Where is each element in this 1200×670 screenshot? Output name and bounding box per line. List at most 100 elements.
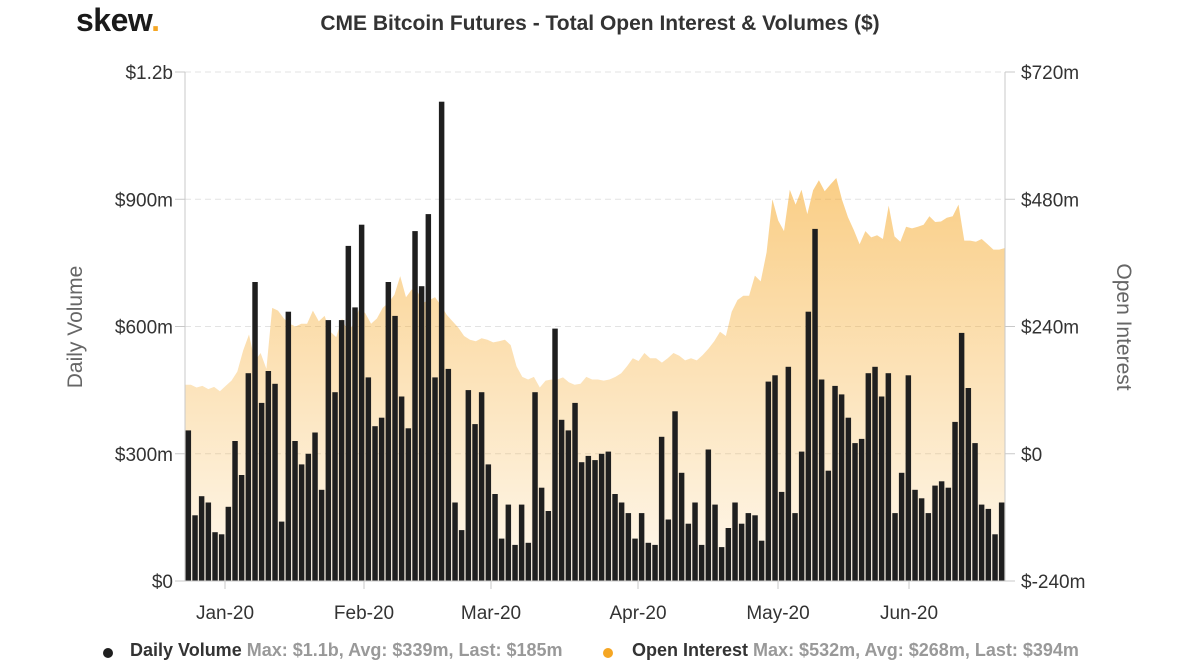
volume-bar[interactable]	[972, 443, 978, 581]
volume-bar[interactable]	[965, 388, 972, 581]
volume-bar[interactable]	[392, 315, 398, 581]
volume-bar[interactable]	[472, 424, 478, 581]
volume-bar[interactable]	[258, 402, 265, 581]
volume-bar[interactable]	[752, 515, 758, 581]
volume-bar[interactable]	[912, 489, 918, 581]
volume-bar[interactable]	[858, 438, 865, 581]
volume-bar[interactable]	[625, 513, 632, 581]
volume-bar[interactable]	[898, 472, 905, 581]
volume-bar[interactable]	[732, 502, 738, 582]
volume-bar[interactable]	[525, 542, 532, 581]
volume-bar[interactable]	[372, 426, 378, 581]
volume-bar[interactable]	[925, 513, 932, 581]
volume-bar[interactable]	[978, 504, 985, 581]
volume-bar[interactable]	[685, 523, 692, 581]
volume-bar[interactable]	[905, 375, 912, 581]
volume-bar[interactable]	[812, 228, 818, 581]
volume-bar[interactable]	[545, 511, 552, 581]
volume-bar[interactable]	[645, 542, 652, 581]
volume-bar[interactable]	[285, 311, 292, 581]
volume-bar[interactable]	[218, 534, 225, 581]
volume-bar[interactable]	[385, 282, 392, 581]
volume-bar[interactable]	[485, 464, 492, 581]
volume-bar[interactable]	[425, 214, 432, 581]
volume-bar[interactable]	[245, 373, 252, 581]
volume-bar[interactable]	[665, 519, 672, 582]
volume-bar[interactable]	[318, 489, 325, 581]
volume-bar[interactable]	[592, 460, 598, 581]
volume-bar[interactable]	[678, 472, 685, 581]
volume-bar[interactable]	[498, 538, 505, 581]
volume-bar[interactable]	[378, 417, 385, 581]
volume-bar[interactable]	[738, 523, 745, 581]
volume-bar[interactable]	[638, 513, 645, 581]
volume-bar[interactable]	[192, 515, 198, 581]
volume-bar[interactable]	[458, 530, 465, 581]
volume-bar[interactable]	[985, 508, 992, 581]
volume-bar[interactable]	[352, 307, 358, 581]
volume-bar[interactable]	[938, 481, 945, 581]
volume-bar[interactable]	[438, 101, 445, 581]
volume-bar[interactable]	[292, 441, 298, 581]
volume-bar[interactable]	[652, 544, 658, 581]
volume-bar[interactable]	[492, 494, 498, 581]
volume-bar[interactable]	[478, 392, 485, 581]
volume-bar[interactable]	[558, 419, 565, 581]
volume-bar[interactable]	[998, 502, 1005, 582]
volume-bar[interactable]	[712, 504, 718, 581]
volume-bar[interactable]	[832, 385, 838, 581]
volume-bar[interactable]	[198, 496, 205, 581]
volume-bar[interactable]	[865, 373, 872, 581]
volume-bar[interactable]	[312, 432, 318, 582]
volume-bar[interactable]	[272, 383, 278, 581]
volume-bar[interactable]	[758, 540, 765, 581]
volume-bar[interactable]	[885, 373, 892, 581]
volume-bar[interactable]	[418, 286, 425, 581]
volume-bar[interactable]	[745, 513, 752, 581]
volume-bar[interactable]	[825, 470, 832, 581]
volume-bar[interactable]	[805, 311, 812, 581]
volume-bar[interactable]	[658, 436, 665, 581]
volume-bar[interactable]	[718, 547, 725, 581]
volume-bar[interactable]	[958, 332, 965, 581]
volume-bar[interactable]	[305, 453, 312, 582]
volume-bar[interactable]	[618, 502, 625, 582]
volume-bar[interactable]	[892, 513, 898, 581]
volume-bar[interactable]	[692, 502, 698, 582]
volume-bar[interactable]	[232, 441, 238, 581]
volume-bar[interactable]	[585, 455, 592, 581]
volume-bar[interactable]	[818, 379, 825, 582]
volume-bar[interactable]	[538, 487, 545, 581]
volume-bar[interactable]	[465, 390, 472, 581]
volume-bar[interactable]	[298, 464, 305, 581]
volume-bar[interactable]	[565, 430, 572, 581]
volume-bar[interactable]	[878, 396, 885, 582]
volume-bar[interactable]	[238, 475, 245, 581]
volume-bar[interactable]	[798, 451, 805, 581]
volume-bar[interactable]	[992, 534, 998, 581]
volume-bar[interactable]	[792, 513, 798, 581]
volume-bar[interactable]	[918, 498, 925, 581]
volume-bar[interactable]	[185, 430, 192, 581]
volume-bar[interactable]	[598, 453, 605, 582]
volume-bar[interactable]	[265, 371, 272, 581]
volume-bar[interactable]	[532, 392, 538, 581]
volume-bar[interactable]	[412, 231, 418, 581]
volume-bar[interactable]	[212, 532, 218, 581]
volume-bar[interactable]	[332, 392, 338, 581]
volume-bar[interactable]	[945, 487, 952, 581]
volume-bar[interactable]	[578, 462, 585, 581]
volume-bar[interactable]	[432, 377, 438, 581]
volume-bar[interactable]	[505, 504, 512, 581]
volume-bar[interactable]	[785, 366, 792, 581]
volume-bar[interactable]	[698, 544, 705, 581]
volume-bar[interactable]	[765, 381, 772, 581]
volume-bar[interactable]	[205, 502, 212, 582]
volume-bar[interactable]	[605, 451, 612, 581]
volume-bar[interactable]	[872, 366, 878, 581]
volume-bar[interactable]	[398, 396, 405, 582]
volume-bar[interactable]	[552, 328, 558, 581]
volume-bar[interactable]	[705, 449, 712, 582]
volume-bar[interactable]	[852, 443, 858, 581]
volume-bar[interactable]	[772, 375, 778, 581]
